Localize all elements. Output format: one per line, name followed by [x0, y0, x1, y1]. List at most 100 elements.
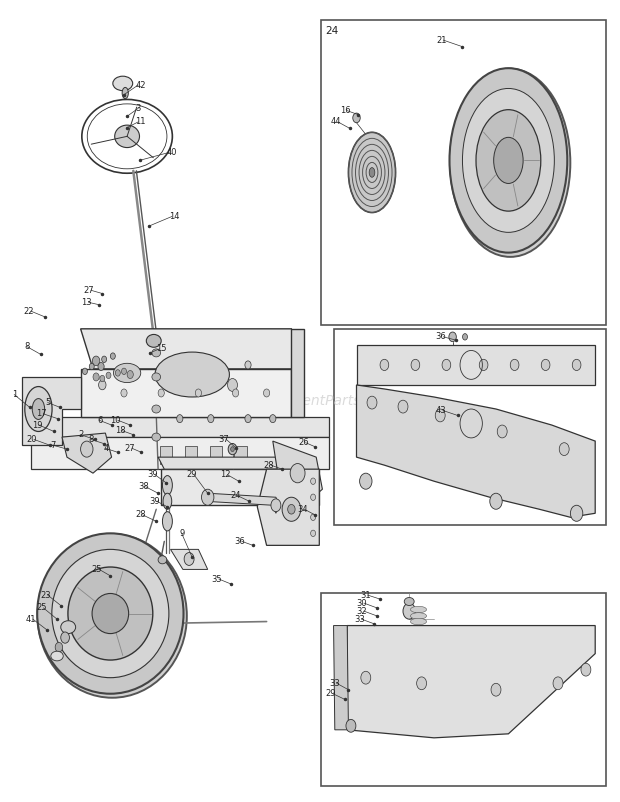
Text: 25: 25	[92, 565, 102, 574]
Text: 36: 36	[436, 332, 446, 342]
Circle shape	[435, 409, 445, 422]
Text: 26: 26	[298, 438, 309, 448]
Circle shape	[99, 380, 106, 390]
Ellipse shape	[68, 567, 153, 660]
Circle shape	[361, 671, 371, 684]
Circle shape	[177, 415, 183, 423]
Ellipse shape	[163, 493, 172, 509]
Circle shape	[231, 447, 234, 452]
Circle shape	[380, 359, 389, 371]
Text: 14: 14	[169, 212, 179, 221]
Text: 25: 25	[36, 603, 46, 613]
Ellipse shape	[463, 88, 554, 233]
Ellipse shape	[113, 76, 133, 91]
Ellipse shape	[152, 349, 161, 357]
Circle shape	[490, 493, 502, 509]
Text: 15: 15	[156, 344, 167, 354]
Ellipse shape	[404, 597, 414, 606]
Ellipse shape	[158, 556, 167, 564]
Circle shape	[102, 356, 107, 363]
Bar	[321, 593, 606, 786]
Circle shape	[311, 514, 316, 520]
Ellipse shape	[25, 387, 52, 431]
Text: 28: 28	[264, 460, 274, 470]
Bar	[210, 446, 222, 464]
Ellipse shape	[410, 613, 427, 619]
Circle shape	[442, 359, 451, 371]
Circle shape	[367, 396, 377, 409]
Ellipse shape	[152, 405, 161, 413]
Text: 12: 12	[220, 470, 231, 480]
Ellipse shape	[369, 168, 375, 177]
Text: 28: 28	[135, 510, 146, 520]
Circle shape	[98, 363, 104, 371]
Polygon shape	[257, 469, 319, 545]
Ellipse shape	[146, 334, 161, 347]
Circle shape	[245, 361, 251, 369]
Text: 13: 13	[81, 298, 92, 307]
Circle shape	[282, 497, 301, 521]
Text: 44: 44	[330, 117, 341, 127]
Text: 5: 5	[46, 398, 51, 407]
Ellipse shape	[152, 373, 161, 381]
Text: 39: 39	[148, 470, 158, 480]
Polygon shape	[31, 437, 329, 469]
Ellipse shape	[152, 433, 161, 441]
Polygon shape	[81, 329, 304, 369]
Text: 11: 11	[135, 117, 146, 127]
Circle shape	[81, 441, 93, 457]
Polygon shape	[356, 345, 595, 385]
Text: 41: 41	[25, 614, 36, 624]
Polygon shape	[347, 626, 595, 738]
Circle shape	[184, 553, 194, 565]
Bar	[334, 329, 606, 525]
Text: 29: 29	[326, 689, 336, 699]
Ellipse shape	[155, 352, 229, 397]
Circle shape	[346, 719, 356, 732]
Polygon shape	[81, 369, 291, 417]
Text: eReplacementParts.com: eReplacementParts.com	[225, 394, 395, 408]
Circle shape	[264, 389, 270, 397]
Circle shape	[360, 473, 372, 489]
Polygon shape	[62, 433, 112, 473]
Ellipse shape	[162, 476, 172, 495]
Polygon shape	[31, 417, 329, 437]
Circle shape	[93, 373, 99, 381]
Circle shape	[270, 415, 276, 423]
Text: 34: 34	[297, 504, 308, 514]
Text: 20: 20	[27, 435, 37, 444]
Circle shape	[89, 363, 94, 370]
Text: 9: 9	[180, 529, 185, 538]
Text: 32: 32	[356, 606, 367, 616]
Circle shape	[403, 603, 415, 619]
Text: 16: 16	[340, 106, 350, 115]
Text: 37: 37	[219, 435, 229, 444]
Text: 33: 33	[329, 678, 340, 688]
Circle shape	[110, 353, 115, 359]
Ellipse shape	[348, 132, 396, 213]
Circle shape	[290, 464, 305, 483]
Ellipse shape	[450, 68, 567, 253]
Text: 35: 35	[211, 574, 222, 584]
Circle shape	[82, 368, 87, 375]
Text: 1: 1	[12, 390, 17, 399]
Text: 4: 4	[104, 444, 108, 453]
Circle shape	[288, 504, 295, 514]
Ellipse shape	[410, 618, 427, 625]
Circle shape	[121, 389, 127, 397]
Text: 8: 8	[89, 435, 94, 444]
Polygon shape	[356, 385, 595, 517]
Circle shape	[491, 683, 501, 696]
Ellipse shape	[37, 533, 184, 694]
Circle shape	[92, 356, 100, 366]
Circle shape	[311, 530, 316, 537]
Text: 27: 27	[84, 286, 94, 295]
Circle shape	[411, 359, 420, 371]
Ellipse shape	[113, 363, 141, 383]
Text: 24: 24	[326, 26, 339, 35]
Ellipse shape	[410, 606, 427, 613]
Text: 22: 22	[24, 306, 34, 316]
Bar	[160, 446, 172, 464]
Text: 8: 8	[24, 342, 30, 351]
Circle shape	[61, 632, 69, 643]
